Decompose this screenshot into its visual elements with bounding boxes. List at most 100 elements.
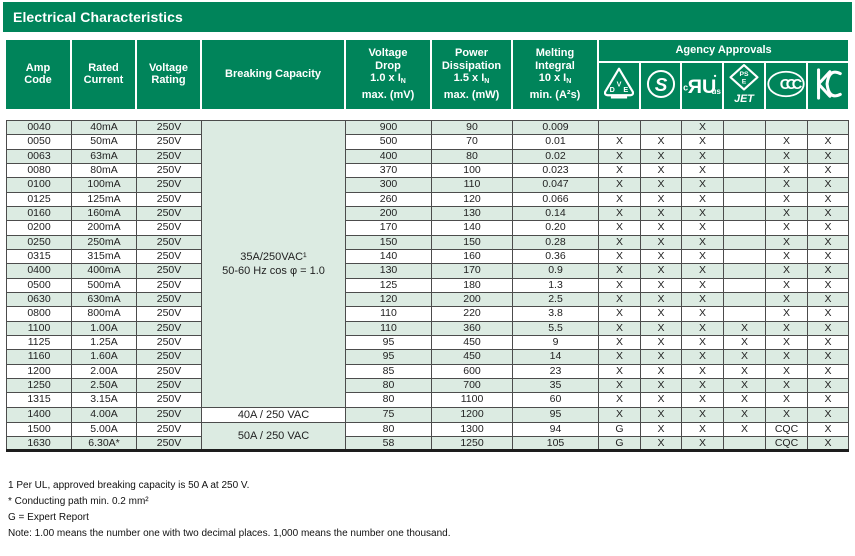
svg-text:us: us: [711, 87, 721, 96]
approval-cell-c-ul-us: X: [681, 421, 724, 437]
rated-current-cell: 400mA: [71, 263, 137, 279]
voltage-rating-cell: 250V: [136, 421, 202, 437]
col-header-melting-integral: Melting Integral 10 x IN min. (A²s): [511, 40, 599, 111]
rated-current-cell: 1.60A: [71, 349, 137, 365]
col-header-agency-approvals: Agency Approvals: [596, 40, 849, 63]
amp-code-cell: 1500: [6, 421, 72, 437]
voltage-drop-cell: 300: [345, 177, 432, 193]
approval-cell-vde: X: [598, 220, 641, 236]
approval-cell-semko-s: X: [640, 148, 682, 164]
voltage-drop-cell: 110: [345, 306, 432, 322]
approval-cell-c-ul-us: X: [681, 119, 724, 136]
page-title: Electrical Characteristics: [3, 2, 852, 32]
power-dissipation-cell: 450: [431, 334, 513, 351]
approval-cell-semko-s: X: [640, 320, 682, 336]
approval-cell-pse-jet: [723, 234, 766, 250]
table-row: 0400 400mA 250V 130 170 0.9 X X X X X: [6, 263, 849, 279]
c-ul-us-icon: c ЯU us: [680, 61, 724, 111]
approval-cell-pse-jet: X: [723, 377, 766, 394]
power-dissipation-cell: 70: [431, 134, 513, 150]
svg-text:PS: PS: [739, 71, 749, 78]
approval-cell-ccc: X: [765, 148, 808, 164]
amp-code-cell: 0080: [6, 162, 72, 179]
approval-cell-semko-s: X: [640, 248, 682, 265]
approval-cell-vde: X: [598, 162, 641, 179]
approval-cell-c-ul-us: X: [681, 363, 724, 379]
table-row: 0800 800mA 250V 110 220 3.8 X X X X X: [6, 306, 849, 322]
amp-code-cell: 0315: [6, 248, 72, 265]
approval-cell-semko-s: X: [640, 349, 682, 365]
melting-integral-cell: 0.9: [512, 263, 599, 279]
approval-cell-vde: X: [598, 306, 641, 322]
approval-cell-kc: X: [807, 406, 849, 423]
kc-icon: [805, 61, 849, 111]
rated-current-cell: 800mA: [71, 306, 137, 322]
table-row: 1100 1.00A 250V 110 360 5.5 X X X X X X: [6, 320, 849, 336]
approval-cell-ccc: X: [765, 349, 808, 365]
melting-integral-cell: 94: [512, 421, 599, 437]
approval-cell-kc: X: [807, 277, 849, 293]
power-dissipation-cell: 200: [431, 291, 513, 308]
amp-code-cell: 1400: [6, 406, 72, 423]
amp-code-cell: 1200: [6, 363, 72, 379]
table-header: Amp Code Rated Current Voltage Rating Br…: [6, 40, 849, 111]
footnote-conducting-path: * Conducting path min. 0.2 mm²: [8, 496, 149, 507]
approval-cell-pse-jet: X: [723, 349, 766, 365]
power-dissipation-cell: 180: [431, 277, 513, 293]
voltage-rating-cell: 250V: [136, 177, 202, 193]
approval-cell-ccc: [765, 119, 808, 136]
approval-cell-semko-s: X: [640, 134, 682, 150]
amp-code-cell: 0630: [6, 291, 72, 308]
approval-cell-kc: X: [807, 162, 849, 179]
approval-cell-ccc: X: [765, 248, 808, 265]
col-header-power-dissipation: Power Dissipation 1.5 x IN max. (mW): [430, 40, 513, 111]
voltage-rating-cell: 250V: [136, 234, 202, 250]
approval-cell-ccc: X: [765, 205, 808, 222]
approval-cell-semko-s: X: [640, 291, 682, 308]
voltage-drop-cell: 125: [345, 277, 432, 293]
approval-cell-pse-jet: [723, 277, 766, 293]
approval-cell-pse-jet: [723, 134, 766, 150]
amp-code-cell: 0160: [6, 205, 72, 222]
voltage-rating-cell: 250V: [136, 119, 202, 136]
approval-cell-pse-jet: X: [723, 421, 766, 437]
amp-code-cell: 0040: [6, 119, 72, 136]
amp-code-cell: 0125: [6, 191, 72, 207]
amp-code-cell: 0800: [6, 306, 72, 322]
footnote-ul: 1 Per UL, approved breaking capacity is …: [8, 480, 250, 491]
approval-cell-pse-jet: [723, 162, 766, 179]
approval-cell-kc: X: [807, 263, 849, 279]
approval-cell-c-ul-us: X: [681, 291, 724, 308]
voltage-drop-cell: 95: [345, 349, 432, 365]
approval-cell-kc: X: [807, 177, 849, 193]
approval-cell-ccc: X: [765, 234, 808, 250]
melting-integral-cell: 0.023: [512, 162, 599, 179]
power-dissipation-cell: 450: [431, 349, 513, 365]
approval-cell-semko-s: X: [640, 277, 682, 293]
approval-cell-ccc: X: [765, 334, 808, 351]
voltage-drop-cell: 200: [345, 205, 432, 222]
table-body: 0040 40mA 250V 35A/250VAC¹ 50-60 Hz cos φ = …: [6, 119, 849, 452]
power-dissipation-cell: 110: [431, 177, 513, 193]
rated-current-cell: 40mA: [71, 119, 137, 136]
table-row: 0200 200mA 250V 170 140 0.20 X X X X X: [6, 220, 849, 236]
power-dissipation-cell: 140: [431, 220, 513, 236]
footnotes: 1 Per UL, approved breaking capacity is …: [8, 479, 451, 543]
approval-cell-kc: X: [807, 134, 849, 150]
approval-cell-ccc: X: [765, 291, 808, 308]
rated-current-cell: 200mA: [71, 220, 137, 236]
approval-cell-semko-s: X: [640, 162, 682, 179]
table-row: 1250 2.50A 250V 80 700 35 X X X X X X: [6, 377, 849, 394]
voltage-rating-cell: 250V: [136, 435, 202, 452]
voltage-drop-cell: 400: [345, 148, 432, 164]
approval-cell-vde: G: [598, 421, 641, 437]
approval-cell-vde: X: [598, 320, 641, 336]
melting-integral-cell: 0.02: [512, 148, 599, 164]
rated-current-cell: 2.00A: [71, 363, 137, 379]
voltage-drop-cell: 260: [345, 191, 432, 207]
svg-text:JET: JET: [734, 93, 755, 105]
approval-cell-semko-s: X: [640, 392, 682, 408]
approval-cell-ccc: CQC: [765, 421, 808, 437]
voltage-rating-cell: 250V: [136, 263, 202, 279]
table-row: 1160 1.60A 250V 95 450 14 X X X X X X: [6, 349, 849, 365]
